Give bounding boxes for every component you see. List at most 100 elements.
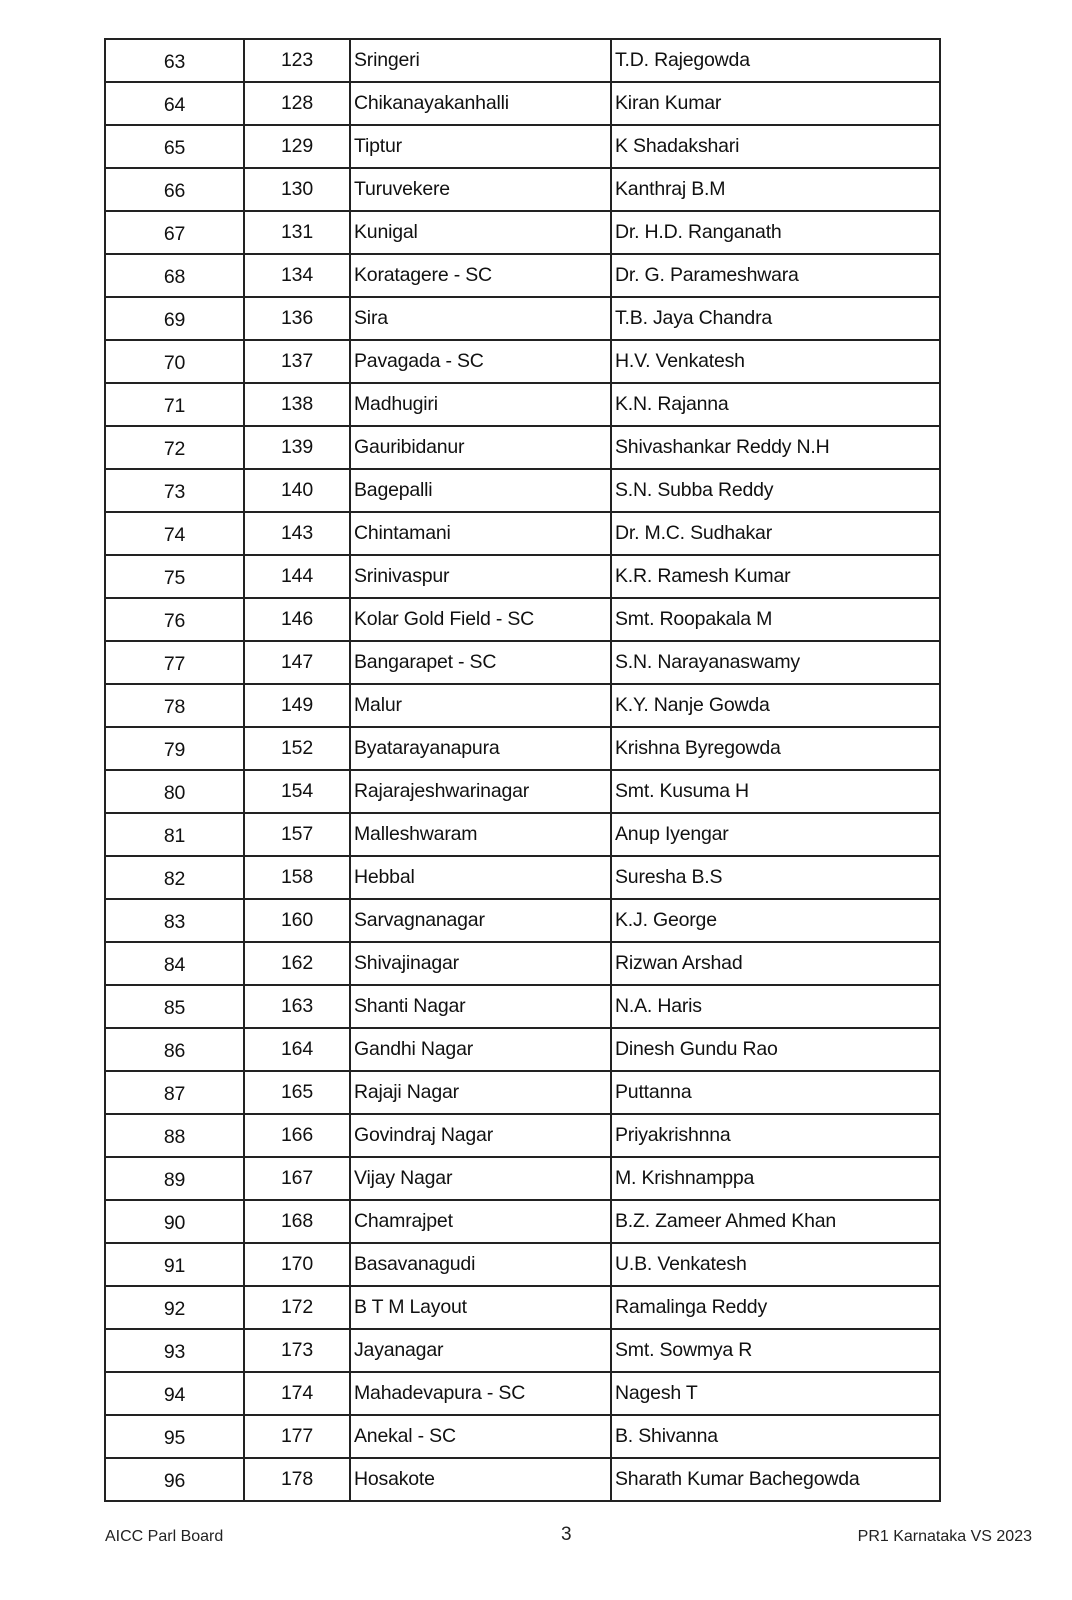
serial-number-cell: 86 bbox=[104, 1027, 245, 1072]
serial-number-cell: 93 bbox=[104, 1328, 245, 1373]
serial-number-cell: 81 bbox=[104, 812, 245, 857]
serial-number-cell: 89 bbox=[104, 1156, 245, 1201]
constituency-number-cell: 144 bbox=[243, 554, 351, 599]
candidate-name-cell: K.R. Ramesh Kumar bbox=[610, 554, 941, 599]
candidate-name-cell: Dinesh Gundu Rao bbox=[610, 1027, 941, 1072]
constituency-name-cell: Mahadevapura - SC bbox=[349, 1371, 612, 1416]
constituency-number-cell: 137 bbox=[243, 339, 351, 384]
constituency-number-cell: 152 bbox=[243, 726, 351, 771]
constituency-name-cell: Srinivaspur bbox=[349, 554, 612, 599]
constituency-number-cell: 149 bbox=[243, 683, 351, 728]
constituency-number-cell: 138 bbox=[243, 382, 351, 427]
table-row: 70 137 Pavagada - SC H.V. Venkatesh bbox=[104, 339, 941, 384]
constituency-name-cell: Shanti Nagar bbox=[349, 984, 612, 1029]
serial-number-cell: 79 bbox=[104, 726, 245, 771]
serial-number-cell: 73 bbox=[104, 468, 245, 513]
constituency-number-cell: 147 bbox=[243, 640, 351, 685]
candidate-name-cell: Priyakrishnna bbox=[610, 1113, 941, 1158]
table-row: 94 174 Mahadevapura - SC Nagesh T bbox=[104, 1371, 941, 1416]
table-row: 91 170 Basavanagudi U.B. Venkatesh bbox=[104, 1242, 941, 1287]
constituency-number-cell: 128 bbox=[243, 81, 351, 126]
constituency-number-cell: 158 bbox=[243, 855, 351, 900]
candidate-name-cell: B. Shivanna bbox=[610, 1414, 941, 1459]
table-row: 80 154 Rajarajeshwarinagar Smt. Kusuma H bbox=[104, 769, 941, 814]
constituency-number-cell: 165 bbox=[243, 1070, 351, 1115]
candidate-name-cell: Dr. G. Parameshwara bbox=[610, 253, 941, 298]
constituency-name-cell: Bagepalli bbox=[349, 468, 612, 513]
table-row: 92 172 B T M Layout Ramalinga Reddy bbox=[104, 1285, 941, 1330]
constituency-name-cell: Tiptur bbox=[349, 124, 612, 169]
serial-number-cell: 92 bbox=[104, 1285, 245, 1330]
candidate-name-cell: K.N. Rajanna bbox=[610, 382, 941, 427]
constituency-name-cell: Byatarayanapura bbox=[349, 726, 612, 771]
constituency-name-cell: Sarvagnanagar bbox=[349, 898, 612, 943]
candidate-name-cell: Anup Iyengar bbox=[610, 812, 941, 857]
constituency-name-cell: Basavanagudi bbox=[349, 1242, 612, 1287]
candidate-name-cell: Smt. Roopakala M bbox=[610, 597, 941, 642]
constituency-number-cell: 174 bbox=[243, 1371, 351, 1416]
constituency-name-cell: Malleshwaram bbox=[349, 812, 612, 857]
constituency-number-cell: 164 bbox=[243, 1027, 351, 1072]
table-row: 78 149 Malur K.Y. Nanje Gowda bbox=[104, 683, 941, 728]
serial-number-cell: 66 bbox=[104, 167, 245, 212]
table-row: 85 163 Shanti Nagar N.A. Haris bbox=[104, 984, 941, 1029]
candidate-name-cell: Kanthraj B.M bbox=[610, 167, 941, 212]
constituency-number-cell: 136 bbox=[243, 296, 351, 341]
table-row: 76 146 Kolar Gold Field - SC Smt. Roopakala… bbox=[104, 597, 941, 642]
table-row: 75 144 Srinivaspur K.R. Ramesh Kumar bbox=[104, 554, 941, 599]
candidate-name-cell: K.J. George bbox=[610, 898, 941, 943]
serial-number-cell: 69 bbox=[104, 296, 245, 341]
serial-number-cell: 82 bbox=[104, 855, 245, 900]
candidate-name-cell: S.N. Narayanaswamy bbox=[610, 640, 941, 685]
serial-number-cell: 94 bbox=[104, 1371, 245, 1416]
table-row: 83 160 Sarvagnanagar K.J. George bbox=[104, 898, 941, 943]
candidate-name-cell: Smt. Kusuma H bbox=[610, 769, 941, 814]
constituency-name-cell: Govindraj Nagar bbox=[349, 1113, 612, 1158]
table-row: 88 166 Govindraj Nagar Priyakrishnna bbox=[104, 1113, 941, 1158]
candidate-name-cell: Shivashankar Reddy N.H bbox=[610, 425, 941, 470]
constituency-name-cell: Rajarajeshwarinagar bbox=[349, 769, 612, 814]
candidate-name-cell: Ramalinga Reddy bbox=[610, 1285, 941, 1330]
constituency-number-cell: 167 bbox=[243, 1156, 351, 1201]
table-row: 63 123 Sringeri T.D. Rajegowda bbox=[104, 38, 941, 83]
serial-number-cell: 91 bbox=[104, 1242, 245, 1287]
table-row: 69 136 Sira T.B. Jaya Chandra bbox=[104, 296, 941, 341]
table-row: 71 138 Madhugiri K.N. Rajanna bbox=[104, 382, 941, 427]
candidate-name-cell: B.Z. Zameer Ahmed Khan bbox=[610, 1199, 941, 1244]
table-row: 82 158 Hebbal Suresha B.S bbox=[104, 855, 941, 900]
serial-number-cell: 80 bbox=[104, 769, 245, 814]
serial-number-cell: 74 bbox=[104, 511, 245, 556]
table-row: 74 143 Chintamani Dr. M.C. Sudhakar bbox=[104, 511, 941, 556]
constituency-name-cell: Gauribidanur bbox=[349, 425, 612, 470]
serial-number-cell: 70 bbox=[104, 339, 245, 384]
candidate-name-cell: S.N. Subba Reddy bbox=[610, 468, 941, 513]
constituency-number-cell: 160 bbox=[243, 898, 351, 943]
candidate-name-cell: T.D. Rajegowda bbox=[610, 38, 941, 83]
table-row: 67 131 Kunigal Dr. H.D. Ranganath bbox=[104, 210, 941, 255]
candidate-name-cell: Sharath Kumar Bachegowda bbox=[610, 1457, 941, 1502]
serial-number-cell: 63 bbox=[104, 38, 245, 83]
constituency-name-cell: Hosakote bbox=[349, 1457, 612, 1502]
constituency-name-cell: B T M Layout bbox=[349, 1285, 612, 1330]
candidate-name-cell: Rizwan Arshad bbox=[610, 941, 941, 986]
table-row: 96 178 Hosakote Sharath Kumar Bachegowda bbox=[104, 1457, 941, 1502]
table-row: 73 140 Bagepalli S.N. Subba Reddy bbox=[104, 468, 941, 513]
constituency-name-cell: Vijay Nagar bbox=[349, 1156, 612, 1201]
constituency-name-cell: Shivajinagar bbox=[349, 941, 612, 986]
candidate-name-cell: Krishna Byregowda bbox=[610, 726, 941, 771]
constituency-name-cell: Madhugiri bbox=[349, 382, 612, 427]
table-row: 66 130 Turuvekere Kanthraj B.M bbox=[104, 167, 941, 212]
constituency-name-cell: Turuvekere bbox=[349, 167, 612, 212]
table-row: 68 134 Koratagere - SC Dr. G. Parameshwara bbox=[104, 253, 941, 298]
constituency-number-cell: 131 bbox=[243, 210, 351, 255]
table-row: 95 177 Anekal - SC B. Shivanna bbox=[104, 1414, 941, 1459]
table-body: 63 123 Sringeri T.D. Rajegowda 64 128 Chikanay… bbox=[104, 38, 941, 1502]
serial-number-cell: 87 bbox=[104, 1070, 245, 1115]
constituency-name-cell: Kolar Gold Field - SC bbox=[349, 597, 612, 642]
candidate-name-cell: Dr. H.D. Ranganath bbox=[610, 210, 941, 255]
constituency-number-cell: 140 bbox=[243, 468, 351, 513]
serial-number-cell: 84 bbox=[104, 941, 245, 986]
candidate-name-cell: Smt. Sowmya R bbox=[610, 1328, 941, 1373]
serial-number-cell: 68 bbox=[104, 253, 245, 298]
candidate-name-cell: Kiran Kumar bbox=[610, 81, 941, 126]
